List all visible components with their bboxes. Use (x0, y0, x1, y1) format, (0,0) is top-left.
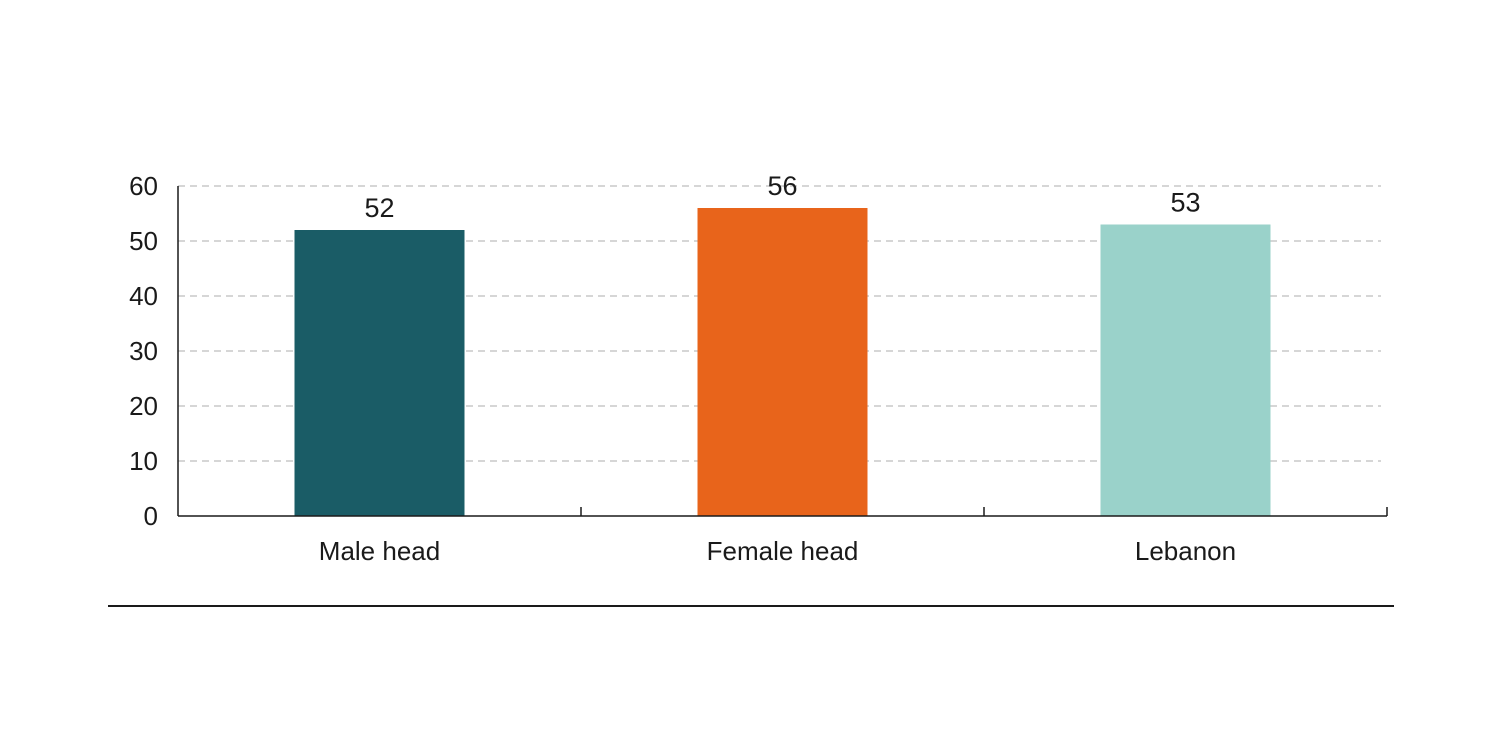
bars (294, 208, 1271, 516)
data-label: 56 (767, 171, 797, 201)
labels: 0 10 20 30 40 50 60 52 Male head 56 Female head 53 L… (129, 171, 1236, 566)
y-tick-label: 40 (129, 281, 158, 311)
y-tick-label: 50 (129, 226, 158, 256)
y-tick-label: 0 (144, 501, 158, 531)
bar-male-head (294, 230, 465, 516)
bottom-rule (108, 605, 1394, 607)
x-category-label: Female head (707, 536, 859, 566)
y-tick-label: 60 (129, 171, 158, 201)
x-category-label: Lebanon (1135, 536, 1236, 566)
x-category-label: Male head (319, 536, 440, 566)
bar-female-head (697, 208, 868, 516)
data-label: 53 (1170, 188, 1200, 218)
data-label: 52 (364, 193, 394, 223)
y-tick-label: 30 (129, 336, 158, 366)
bar-lebanon (1100, 224, 1271, 516)
y-tick-label: 20 (129, 391, 158, 421)
axes (177, 186, 1388, 517)
y-tick-label: 10 (129, 446, 158, 476)
